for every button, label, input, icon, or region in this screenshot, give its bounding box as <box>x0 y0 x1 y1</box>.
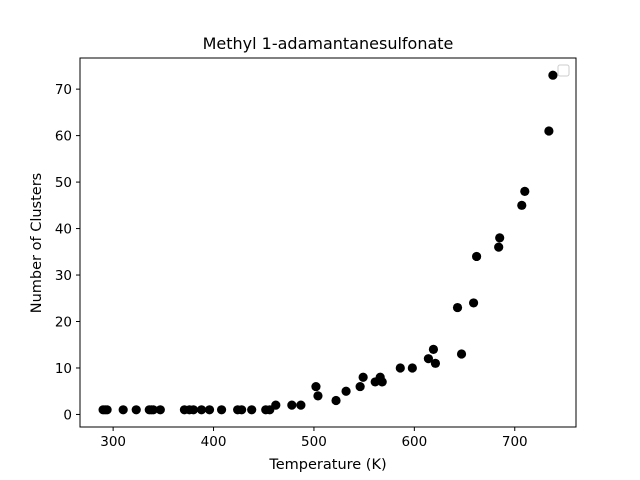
data-points <box>98 70 558 415</box>
data-point <box>517 200 527 210</box>
x-tick-label: 400 <box>201 434 227 450</box>
data-point <box>494 242 504 252</box>
x-tick-label: 500 <box>301 434 327 450</box>
data-point <box>296 400 306 410</box>
data-point <box>131 405 141 415</box>
data-point <box>102 405 112 415</box>
data-point <box>188 405 199 415</box>
y-tick-label: 30 <box>55 268 72 284</box>
data-point <box>313 391 323 401</box>
data-point <box>358 372 368 382</box>
data-point <box>247 405 257 415</box>
data-point <box>407 363 417 373</box>
y-tick-label: 40 <box>55 222 72 238</box>
data-point <box>456 349 467 359</box>
y-tick-label: 20 <box>55 315 72 331</box>
data-point <box>452 302 463 313</box>
data-point <box>271 400 281 410</box>
x-axis-label: Temperature (K) <box>268 457 386 473</box>
data-point <box>287 400 297 410</box>
data-point <box>331 395 341 406</box>
y-tick-label: 50 <box>55 175 72 191</box>
data-point <box>196 405 207 415</box>
axis-ticks: 300 400 500 600 700 0 10 20 30 40 50 60 70 <box>55 82 528 450</box>
data-point <box>118 405 128 415</box>
y-tick-label: 10 <box>55 361 72 377</box>
data-point <box>471 251 482 262</box>
y-tick-label: 60 <box>55 129 72 145</box>
data-point <box>430 358 441 368</box>
data-point <box>148 405 158 415</box>
x-tick-label: 300 <box>100 434 126 450</box>
data-point <box>204 405 215 415</box>
data-point <box>311 381 321 392</box>
legend-box <box>557 64 570 77</box>
data-point <box>468 298 479 308</box>
data-point <box>520 186 530 196</box>
data-point <box>377 377 387 387</box>
data-point <box>341 386 351 396</box>
data-point <box>544 126 554 136</box>
data-point <box>216 405 227 415</box>
data-point <box>548 70 558 80</box>
data-point <box>395 363 405 373</box>
data-point <box>155 405 165 415</box>
x-tick-label: 700 <box>502 434 528 450</box>
data-point <box>495 233 505 243</box>
data-point <box>355 381 365 392</box>
plot-frame <box>79 57 577 428</box>
data-point <box>428 344 439 354</box>
data-point <box>423 354 434 364</box>
y-tick-label: 70 <box>55 82 72 98</box>
y-tick-label: 0 <box>63 407 72 423</box>
y-axis-label: Number of Clusters <box>29 173 45 313</box>
chart-title: Methyl 1-adamantanesulfonate <box>203 34 454 53</box>
x-tick-label: 600 <box>401 434 427 450</box>
data-point <box>237 405 247 415</box>
